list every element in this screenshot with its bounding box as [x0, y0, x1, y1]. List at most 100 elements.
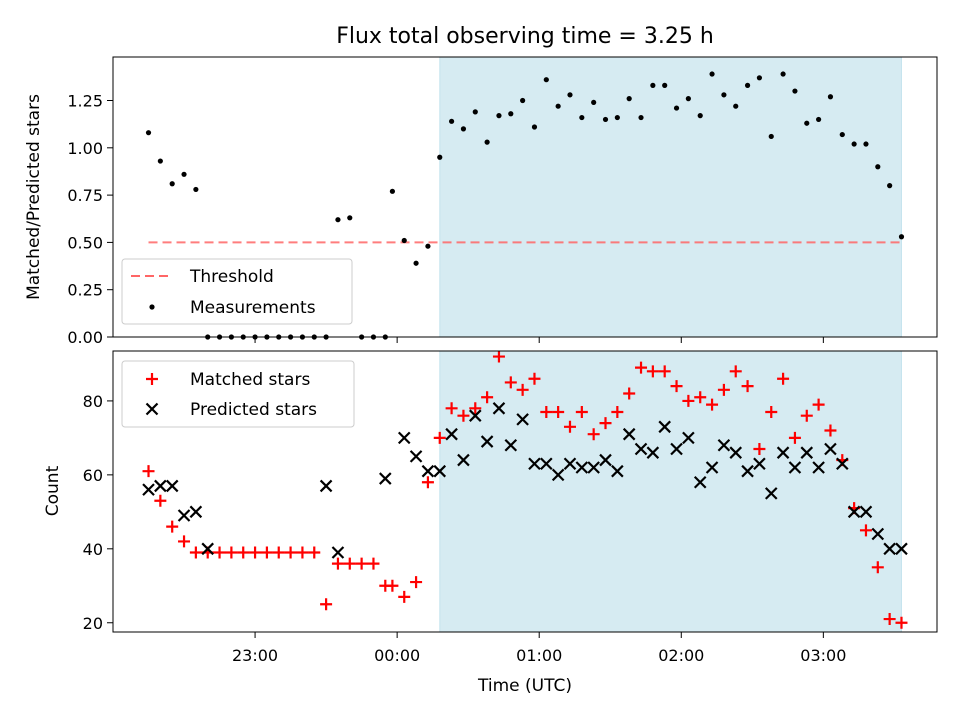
- measurement-point: [744, 82, 751, 88]
- measurement-point: [673, 105, 680, 111]
- top-y-tick-label: 1.25: [67, 92, 103, 111]
- matched-star-point: [367, 557, 380, 570]
- measurement-point: [898, 234, 905, 240]
- matched-star-point: [308, 546, 321, 559]
- predicted-star-point: [622, 427, 636, 441]
- top-observing-span: [439, 56, 902, 338]
- measurement-point: [401, 237, 407, 244]
- measurement-point: [827, 94, 834, 100]
- measurement-point: [181, 171, 187, 177]
- matched-star-point: [563, 420, 576, 433]
- predicted-star-point: [563, 457, 577, 471]
- measurement-point: [448, 118, 455, 124]
- threshold-legend-label: Threshold: [189, 267, 274, 287]
- measurement-point: [733, 103, 739, 109]
- matched-star-point: [611, 406, 624, 419]
- bottom-axes-frame: [112, 350, 938, 633]
- predicted-star-point: [611, 464, 624, 478]
- measurement-point: [638, 114, 644, 121]
- predicted-star-point: [705, 461, 719, 474]
- matched-star-point: [492, 350, 505, 363]
- matched-star-point: [410, 576, 423, 589]
- predicted-star-point: [599, 453, 612, 467]
- predicted-star-point: [729, 446, 743, 459]
- predicted-star-point: [741, 464, 754, 478]
- measurement-point: [685, 96, 691, 102]
- matched-star-point: [166, 520, 179, 533]
- predicted-star-point: [409, 450, 423, 463]
- matched-star-point: [237, 546, 250, 559]
- bottom-y-tick-label: 20: [83, 614, 103, 633]
- matched-star-point: [788, 431, 801, 444]
- predicted-legend-marker: [145, 402, 159, 416]
- matched-star-point: [296, 546, 309, 559]
- predicted-star-point: [165, 479, 179, 493]
- x-tick-label: 03:00: [800, 646, 846, 665]
- matched-star-point: [646, 365, 659, 378]
- matched-star-point: [552, 406, 565, 419]
- matched-star-point: [670, 380, 683, 393]
- x-tick-label: 01:00: [516, 646, 562, 665]
- measurement-point: [531, 124, 538, 130]
- matched-star-point: [895, 616, 908, 629]
- matched-star-point: [859, 524, 872, 537]
- predicted-star-point: [717, 439, 731, 452]
- measurement-point: [768, 133, 774, 140]
- measurement-legend-marker: [149, 304, 155, 310]
- top-x-ticks: [254, 337, 824, 343]
- matched-star-point: [599, 417, 612, 430]
- matched-star-point: [457, 409, 470, 422]
- matched-star-point: [777, 372, 790, 385]
- chart-title: Flux total observing time = 3.25 h: [336, 24, 714, 49]
- measurement-point: [591, 99, 597, 106]
- matched-stars-series: [142, 350, 908, 629]
- predicted-star-point: [457, 453, 470, 467]
- matched-star-point: [225, 546, 238, 559]
- matched-star-point: [355, 557, 368, 570]
- measurement-point: [780, 71, 786, 77]
- predicted-star-point: [379, 472, 392, 485]
- matched-star-point: [717, 383, 730, 396]
- measurement-point: [508, 111, 514, 117]
- predicted-star-point: [776, 446, 790, 459]
- matched-star-point: [213, 546, 226, 559]
- bottom-observing-span: [439, 350, 902, 633]
- measurement-point: [389, 188, 396, 194]
- measurement-point: [555, 103, 561, 109]
- predicted-star-point: [883, 542, 896, 556]
- measurement-point: [851, 141, 857, 147]
- matched-legend-marker: [146, 373, 158, 385]
- predicted-star-point: [516, 413, 529, 426]
- matched-star-point: [504, 376, 517, 389]
- predicted-star-point: [142, 483, 155, 496]
- measurement-point: [520, 97, 526, 104]
- predicted-legend-label: Predicted stars: [190, 400, 317, 420]
- measurement-point: [579, 114, 585, 121]
- predicted-star-point: [433, 464, 447, 478]
- measurement-point: [863, 141, 869, 147]
- top-y-tick-label: 0.75: [67, 186, 103, 205]
- bottom-y-tick-label: 40: [83, 540, 103, 559]
- matched-star-point: [800, 409, 813, 422]
- predicted-star-point: [800, 446, 814, 459]
- predicted-star-point: [492, 402, 506, 415]
- measurement-point: [437, 154, 443, 160]
- measurement-point: [472, 109, 478, 115]
- measurement-point: [697, 113, 703, 119]
- matched-star-point: [883, 613, 896, 626]
- matched-star-point: [635, 361, 648, 374]
- x-tick-label: 02:00: [658, 646, 704, 665]
- matched-star-point: [528, 372, 541, 385]
- measurement-point: [567, 92, 573, 98]
- predicted-star-point: [540, 457, 553, 471]
- measurement-point: [614, 114, 620, 121]
- measurement-point: [543, 77, 549, 83]
- x-axis-label: Time (UTC): [477, 676, 572, 696]
- predicted-star-point: [177, 509, 191, 522]
- top-y-tick-label: 0.00: [67, 328, 103, 347]
- matched-star-point: [741, 380, 754, 393]
- bottom-y-axis: 20 40 60 80: [83, 392, 113, 633]
- predicted-star-point: [859, 505, 873, 519]
- matched-star-point: [753, 442, 766, 455]
